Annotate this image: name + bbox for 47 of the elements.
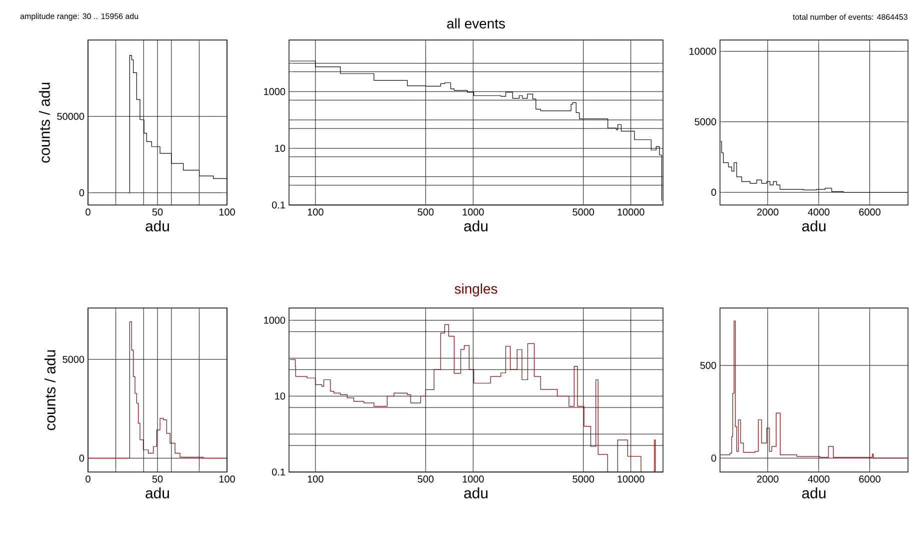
x-tick-label: 1000: [462, 476, 484, 483]
y-axis-title: counts / adu: [38, 82, 50, 163]
y-tick-label: 1000: [264, 88, 286, 96]
x-tick-label: 6000: [859, 208, 880, 216]
x-axis-title: adu: [802, 487, 826, 498]
x-tick-label: 50: [152, 208, 163, 216]
y-tick-label: 0.1: [272, 468, 286, 476]
x-axis-title: adu: [146, 487, 169, 498]
y-tick-label: 5000: [62, 356, 84, 363]
x-axis-title: adu: [464, 487, 488, 498]
x-tick-label: 4000: [808, 208, 830, 216]
chart-title: all events: [447, 18, 505, 29]
x-tick-label: 0: [86, 208, 90, 216]
y-tick-label: 10: [275, 144, 286, 152]
y-tick-label: 500: [700, 362, 716, 369]
chart-title: singles: [454, 284, 498, 296]
x-tick-label: 500: [418, 208, 434, 216]
x-tick-label: 100: [219, 208, 235, 216]
y-axis-title: counts / adu: [44, 350, 56, 430]
x-tick-label: 5000: [572, 476, 594, 483]
y-tick-label: 0: [79, 454, 84, 462]
x-axis-title: adu: [146, 220, 169, 232]
x-axis-title: adu: [802, 220, 826, 232]
y-tick-label: 0: [711, 454, 716, 462]
x-tick-label: 100: [308, 476, 324, 483]
x-tick-label: 50: [152, 476, 163, 483]
x-tick-label: 2000: [757, 476, 778, 483]
y-tick-label: 10000: [690, 48, 716, 55]
x-tick-label: 1000: [462, 208, 484, 216]
y-tick-label: 0: [711, 188, 716, 196]
x-tick-label: 10000: [618, 208, 644, 216]
y-tick-label: 0: [79, 189, 84, 196]
x-tick-label: 5000: [572, 208, 594, 216]
x-tick-label: 500: [418, 476, 434, 483]
y-tick-label: 10: [275, 392, 286, 400]
x-tick-label: 2000: [757, 208, 778, 216]
y-tick-label: 0.1: [272, 201, 286, 209]
y-tick-label: 5000: [694, 118, 716, 126]
x-tick-label: 100: [308, 208, 324, 216]
x-tick-label: 6000: [859, 476, 880, 483]
x-tick-label: 0: [86, 476, 90, 483]
x-tick-label: 10000: [618, 476, 644, 483]
x-axis-title: adu: [464, 220, 488, 232]
x-tick-label: 100: [219, 476, 235, 483]
x-tick-label: 4000: [808, 476, 830, 483]
y-tick-label: 1000: [264, 316, 286, 324]
y-tick-label: 50000: [57, 112, 84, 120]
